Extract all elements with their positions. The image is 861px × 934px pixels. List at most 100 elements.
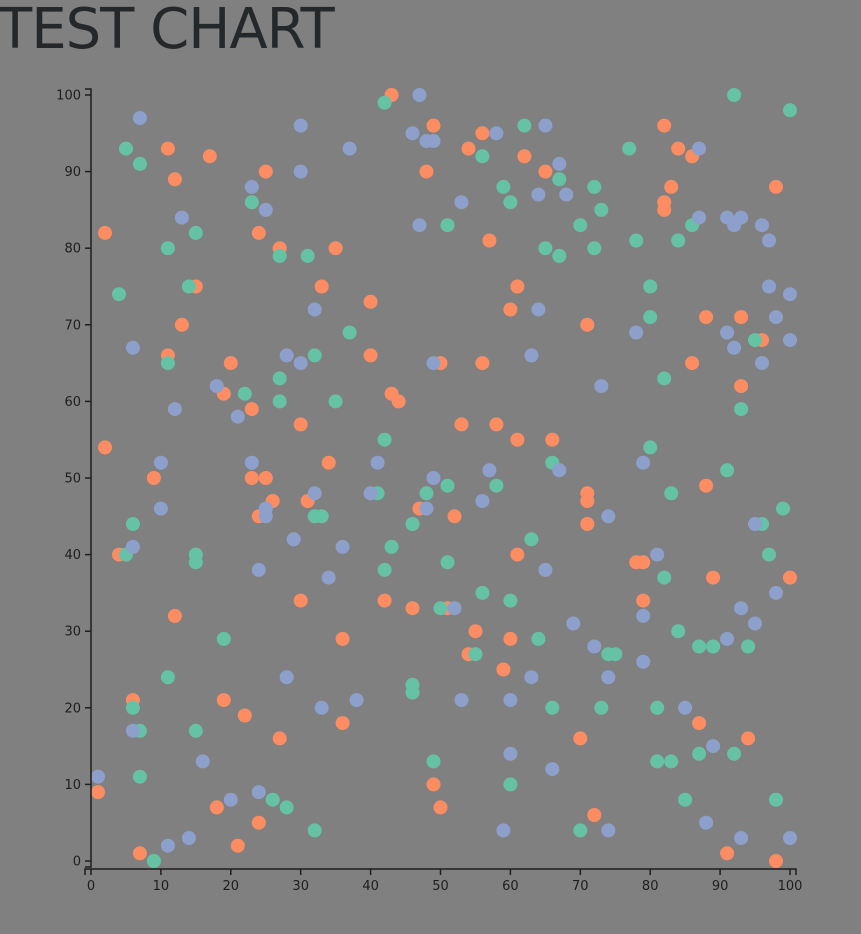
data-point xyxy=(755,218,769,233)
data-point xyxy=(202,149,217,164)
data-point xyxy=(475,126,490,141)
data-point xyxy=(279,800,294,815)
data-point xyxy=(419,501,434,516)
data-point xyxy=(244,455,259,470)
data-point xyxy=(125,340,140,355)
y-tick-label: 50 xyxy=(64,472,81,487)
data-point xyxy=(272,248,287,263)
data-point xyxy=(174,317,189,332)
data-point xyxy=(293,118,308,133)
data-point xyxy=(342,325,357,340)
data-point xyxy=(307,486,322,501)
data-point xyxy=(475,356,490,371)
data-point xyxy=(622,141,637,156)
x-tick-label: 40 xyxy=(362,879,379,894)
data-point xyxy=(314,700,329,715)
data-point xyxy=(244,179,259,194)
data-point xyxy=(734,310,749,325)
data-point xyxy=(503,631,518,646)
data-point xyxy=(755,356,769,371)
data-point xyxy=(454,693,469,708)
data-point xyxy=(489,417,504,432)
x-tick-label: 0 xyxy=(87,879,95,894)
data-point xyxy=(125,700,140,715)
data-point xyxy=(419,486,434,501)
data-point xyxy=(489,126,504,141)
data-point xyxy=(580,317,595,332)
y-tick: 100 xyxy=(56,89,91,104)
plot-area xyxy=(91,88,797,868)
data-point xyxy=(475,149,490,164)
data-point xyxy=(650,754,665,769)
data-point xyxy=(230,409,245,424)
data-point xyxy=(545,700,560,715)
data-point xyxy=(300,248,315,263)
data-point xyxy=(293,593,308,608)
x-tick: 90 xyxy=(712,869,728,894)
data-point xyxy=(188,723,203,738)
data-point xyxy=(580,494,595,508)
data-point xyxy=(706,739,721,754)
data-point xyxy=(265,792,280,807)
y-tick: 10 xyxy=(64,778,91,793)
data-point xyxy=(727,746,742,761)
data-point xyxy=(188,555,203,570)
data-point xyxy=(762,279,776,294)
data-point xyxy=(426,471,441,485)
x-tick-label: 30 xyxy=(292,879,309,894)
y-tick-label: 0 xyxy=(73,855,81,870)
x-tick-label: 60 xyxy=(502,879,519,894)
data-point xyxy=(545,762,560,777)
data-point xyxy=(734,210,749,225)
data-point xyxy=(559,187,574,202)
data-point xyxy=(314,509,329,524)
data-point xyxy=(748,616,762,631)
data-point xyxy=(762,547,776,562)
data-point xyxy=(496,179,511,194)
data-point xyxy=(342,141,357,156)
data-point xyxy=(783,831,797,845)
data-point xyxy=(293,356,308,371)
data-point xyxy=(769,310,783,325)
data-point xyxy=(531,187,546,202)
data-point xyxy=(636,608,651,623)
data-point xyxy=(125,539,140,554)
data-point xyxy=(573,218,588,233)
data-point xyxy=(482,463,497,478)
data-point xyxy=(475,494,490,508)
data-point xyxy=(377,95,392,110)
data-point xyxy=(496,662,511,677)
data-point xyxy=(503,693,518,708)
data-point xyxy=(510,432,525,447)
data-point xyxy=(552,172,567,187)
x-tick: 60 xyxy=(502,869,519,894)
data-point xyxy=(587,639,602,654)
data-point xyxy=(195,754,210,769)
data-point xyxy=(258,471,273,485)
data-point xyxy=(167,608,182,623)
y-tick-label: 40 xyxy=(64,548,81,563)
data-point xyxy=(664,754,679,769)
data-point xyxy=(741,731,756,746)
data-point xyxy=(244,471,259,485)
data-point xyxy=(160,838,175,853)
data-point xyxy=(468,647,483,662)
data-point xyxy=(671,141,686,156)
data-point xyxy=(307,823,322,838)
data-point xyxy=(783,333,797,348)
data-point xyxy=(720,631,735,646)
data-point xyxy=(412,218,427,233)
data-point xyxy=(601,509,616,524)
data-point xyxy=(167,402,182,417)
data-point xyxy=(244,195,259,210)
data-point xyxy=(783,103,797,118)
x-tick: 50 xyxy=(432,869,449,894)
data-point xyxy=(91,769,105,784)
data-point xyxy=(657,118,672,133)
data-point xyxy=(426,777,441,792)
data-point xyxy=(671,624,686,639)
data-point xyxy=(335,539,350,554)
data-point xyxy=(293,164,308,179)
data-point xyxy=(503,593,518,608)
data-point xyxy=(244,402,259,417)
